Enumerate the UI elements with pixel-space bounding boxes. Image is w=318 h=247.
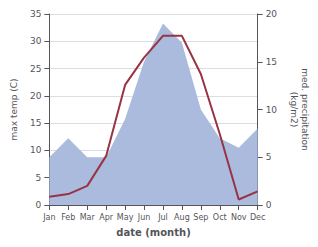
svg-text:Jun: Jun — [137, 213, 151, 222]
svg-text:Jul: Jul — [157, 213, 168, 222]
svg-text:Apr: Apr — [99, 213, 114, 222]
svg-text:Nov: Nov — [231, 213, 247, 222]
svg-text:5: 5 — [266, 152, 272, 162]
svg-text:May: May — [117, 213, 134, 222]
svg-text:15: 15 — [30, 118, 41, 128]
svg-text:med. precipitation: med. precipitation — [300, 68, 310, 150]
svg-text:15: 15 — [266, 57, 277, 67]
svg-text:Oct: Oct — [213, 213, 227, 222]
svg-text:25: 25 — [30, 64, 41, 74]
svg-text:Dec: Dec — [250, 213, 265, 222]
svg-text:10: 10 — [266, 105, 278, 115]
svg-text:20: 20 — [266, 9, 278, 19]
svg-text:30: 30 — [30, 36, 42, 46]
svg-text:Feb: Feb — [61, 213, 75, 222]
svg-text:max temp (C): max temp (C) — [9, 78, 19, 140]
svg-text:Jan: Jan — [42, 213, 55, 222]
svg-text:(kg/m2): (kg/m2) — [289, 92, 299, 127]
svg-text:0: 0 — [266, 200, 272, 210]
svg-text:date (month): date (month) — [116, 227, 190, 238]
svg-text:10: 10 — [30, 145, 42, 155]
svg-text:5: 5 — [36, 173, 42, 183]
svg-text:35: 35 — [30, 9, 41, 19]
svg-text:Aug: Aug — [174, 213, 190, 222]
svg-text:Mar: Mar — [80, 213, 96, 222]
svg-text:Sep: Sep — [193, 213, 208, 222]
svg-text:20: 20 — [30, 91, 42, 101]
svg-text:0: 0 — [36, 200, 42, 210]
